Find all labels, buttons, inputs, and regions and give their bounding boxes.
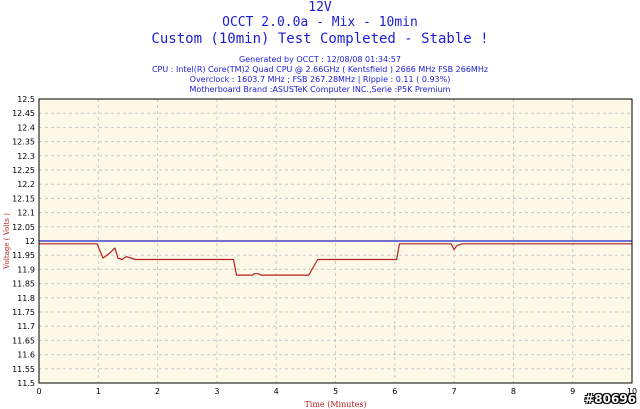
watermark: #80696 bbox=[584, 392, 636, 406]
y-tick-label: 11.95 bbox=[12, 251, 35, 260]
x-tick-label: 9 bbox=[570, 387, 575, 396]
y-tick-label: 11.75 bbox=[12, 308, 35, 317]
chart-title-test: OCCT 2.0.0a - Mix - 10min bbox=[222, 15, 418, 30]
motherboard-info: Motherboard Brand :ASUSTeK Computer INC.… bbox=[189, 85, 451, 94]
y-tick-label: 12.05 bbox=[12, 223, 35, 232]
y-tick-label: 11.9 bbox=[17, 265, 35, 274]
x-tick-label: 3 bbox=[214, 387, 219, 396]
tick-labels: 0 1 2 3 4 5 6 7 8 9 1011.511.5511.611.6511.711.751… bbox=[12, 95, 637, 396]
y-tick-label: 12.35 bbox=[12, 138, 35, 147]
x-tick-label: 2 bbox=[155, 387, 160, 396]
x-tick-label: 5 bbox=[333, 387, 338, 396]
x-tick-label: 7 bbox=[452, 387, 457, 396]
x-tick-label: 10 bbox=[627, 387, 637, 396]
y-tick-label: 12.5 bbox=[17, 95, 35, 104]
series-layer bbox=[39, 240, 632, 276]
y-tick-label: 12.25 bbox=[12, 166, 35, 175]
y-tick-label: 11.55 bbox=[12, 365, 35, 374]
y-tick-label: 11.7 bbox=[17, 322, 35, 331]
y-tick-label: 11.8 bbox=[17, 294, 35, 303]
overclock-info: Overclock : 1603.7 MHz ; FSB 267.28MHz |… bbox=[189, 75, 451, 84]
y-tick-label: 12.45 bbox=[12, 109, 35, 118]
chart-title-status: Custom (10min) Test Completed - Stable ! bbox=[151, 31, 489, 47]
x-tick-label: 1 bbox=[96, 387, 101, 396]
y-tick-label: 11.65 bbox=[12, 336, 35, 345]
y-tick-label: 11.85 bbox=[12, 280, 35, 289]
y-tick-label: 11.5 bbox=[17, 379, 35, 388]
y-tick-label: 12.2 bbox=[17, 180, 35, 189]
plot-frame bbox=[38, 98, 633, 384]
y-tick-label: 12.4 bbox=[17, 123, 35, 132]
x-tick-label: 4 bbox=[274, 387, 279, 396]
y-axis-label: Voltage ( Volts ) bbox=[3, 213, 11, 270]
x-axis-label: Time (Minutes) bbox=[304, 400, 366, 409]
x-tick-label: 8 bbox=[511, 387, 516, 396]
y-tick-label: 12.3 bbox=[17, 152, 35, 161]
x-tick-label: 6 bbox=[392, 387, 397, 396]
x-tick-label: 0 bbox=[36, 387, 41, 396]
voltage-series-line bbox=[39, 243, 632, 276]
y-tick-label: 11.6 bbox=[17, 351, 35, 360]
grid-lines bbox=[39, 99, 632, 383]
y-tick-label: 12 bbox=[25, 237, 35, 246]
y-tick-label: 12.1 bbox=[17, 209, 35, 218]
generated-info: Generated by OCCT : 12/08/08 01:34:57 bbox=[239, 55, 401, 64]
cpu-info: CPU : Intel(R) Core(TM)2 Quad CPU @ 2.66… bbox=[151, 65, 489, 74]
chart-title-rail: 12V bbox=[308, 0, 332, 15]
y-tick-label: 12.15 bbox=[12, 194, 35, 203]
